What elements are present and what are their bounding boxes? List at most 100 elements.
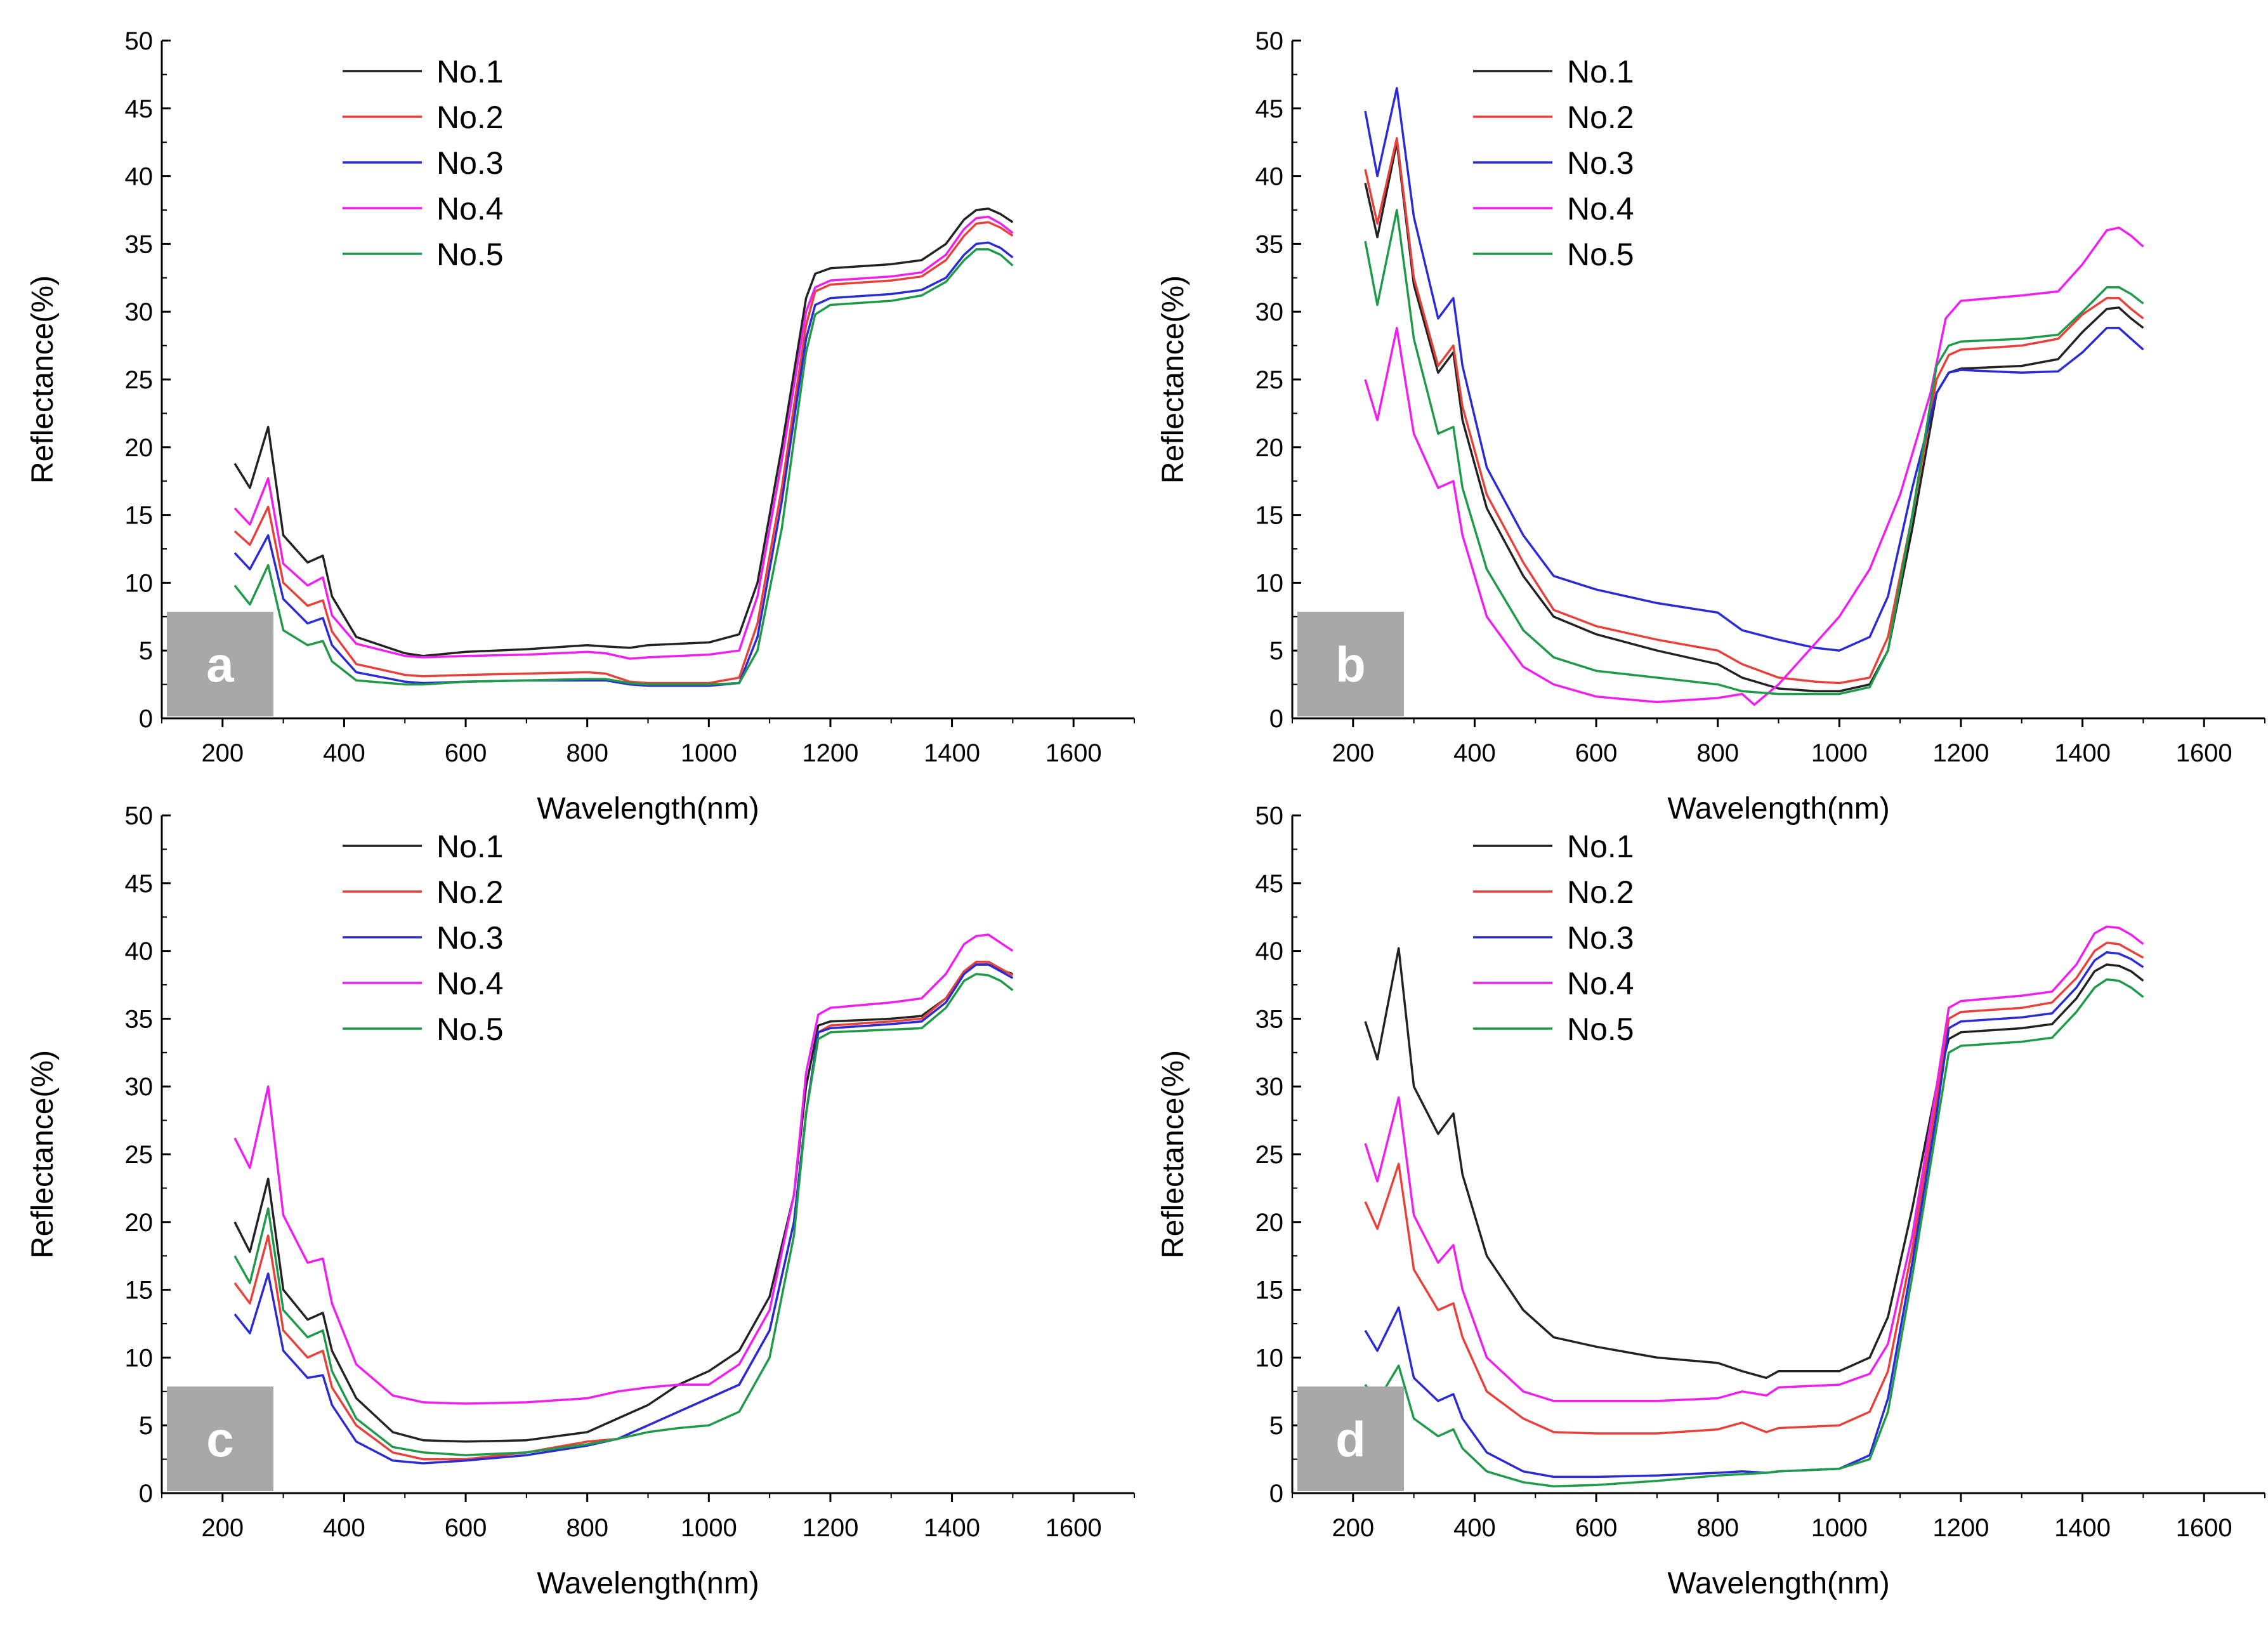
panel-letter-box xyxy=(1297,1387,1404,1491)
legend-label: No.3 xyxy=(436,920,504,956)
x-tick-label: 800 xyxy=(566,739,608,767)
panel-letter: b xyxy=(1335,636,1366,692)
panel-d: 0 5 10 15 20 25 30 35 40 45 50 200 400 600 800 1000 1200… xyxy=(1157,802,2265,1600)
x-tick-label: 400 xyxy=(323,739,365,767)
y-tick-label: 50 xyxy=(1255,27,1284,55)
y-axis-label: Reflectance(%) xyxy=(1157,1050,1190,1258)
y-tick-label: 35 xyxy=(1255,230,1284,258)
y-tick-label: 40 xyxy=(125,938,154,966)
legend-label: No.5 xyxy=(1567,1011,1634,1047)
y-tick-label: 25 xyxy=(125,1141,154,1169)
x-tick-label: 600 xyxy=(445,739,487,767)
y-tick-label: 5 xyxy=(139,1412,153,1440)
legend: No.1 No.2 No.3 No.4 No.5 xyxy=(1473,829,1634,1047)
x-tick-label: 1600 xyxy=(2176,1514,2232,1542)
panel-letter-box xyxy=(1297,612,1404,716)
x-tick-label: 200 xyxy=(201,1514,244,1542)
series-line-No4 xyxy=(1364,227,2144,706)
x-tick-label: 400 xyxy=(1453,1514,1496,1542)
legend-label: No.5 xyxy=(436,237,504,272)
x-tick-label: 600 xyxy=(445,1514,487,1542)
legend: No.1 No.2 No.3 No.4 No.5 xyxy=(1473,54,1634,272)
legend-label: No.2 xyxy=(1567,874,1634,910)
x-tick-label: 1200 xyxy=(802,739,858,767)
series-line-No1 xyxy=(233,963,1013,1443)
x-tick-label: 1600 xyxy=(2176,739,2232,767)
y-axis-label: Reflectance(%) xyxy=(1157,275,1190,484)
series-line-No5 xyxy=(1364,209,2144,695)
y-tick-label: 30 xyxy=(125,1073,154,1101)
y-tick-label: 0 xyxy=(139,1480,153,1508)
y-tick-label: 25 xyxy=(125,366,154,394)
series-line-No5 xyxy=(233,973,1014,1456)
x-tick-label: 200 xyxy=(1332,1514,1374,1542)
series-line-No1 xyxy=(1364,947,2144,1380)
series-line-No4 xyxy=(1364,925,2144,1402)
x-tick-label: 1000 xyxy=(681,739,737,767)
series-line-No5 xyxy=(1364,978,2144,1488)
x-tick-label: 200 xyxy=(201,739,244,767)
x-tick-label: 1400 xyxy=(924,739,980,767)
legend: No.1 No.2 No.3 No.4 No.5 xyxy=(343,54,504,272)
legend-label: No.1 xyxy=(1567,829,1634,864)
y-tick-label: 5 xyxy=(1269,1412,1283,1440)
legend-label: No.1 xyxy=(1567,54,1634,89)
panel-a: 0 5 10 15 20 25 30 35 40 45 50 200 400 600 800 1000 1200… xyxy=(26,27,1135,826)
y-tick-label: 0 xyxy=(139,705,153,733)
series-line-No1 xyxy=(233,207,1014,657)
series-line-No2 xyxy=(233,221,1014,685)
legend-label: No.4 xyxy=(1567,966,1634,1001)
legend-label: No.2 xyxy=(1567,100,1634,135)
legend-label: No.3 xyxy=(436,145,504,181)
y-tick-label: 10 xyxy=(125,1344,154,1372)
y-tick-label: 30 xyxy=(125,298,154,326)
x-tick-label: 600 xyxy=(1575,739,1618,767)
y-tick-label: 20 xyxy=(125,1209,154,1237)
x-tick-label: 800 xyxy=(1696,739,1739,767)
panel-letter-box xyxy=(167,1387,273,1491)
y-tick-label: 20 xyxy=(125,434,154,462)
y-tick-label: 5 xyxy=(139,637,153,665)
series-line-No3 xyxy=(1364,87,2144,652)
y-tick-label: 50 xyxy=(125,802,154,830)
y-tick-label: 40 xyxy=(125,163,154,191)
x-tick-label: 1000 xyxy=(1811,1514,1868,1542)
y-tick-label: 10 xyxy=(1255,569,1284,597)
y-tick-label: 45 xyxy=(1255,95,1284,123)
y-tick-label: 15 xyxy=(1255,1277,1284,1305)
y-tick-label: 20 xyxy=(1255,1209,1284,1237)
y-tick-label: 25 xyxy=(1255,366,1284,394)
legend-label: No.2 xyxy=(436,100,504,135)
x-axis-label: Wavelength(nm) xyxy=(1667,1567,1889,1600)
legend-label: No.4 xyxy=(1567,191,1634,227)
legend-label: No.3 xyxy=(1567,145,1634,181)
x-tick-label: 600 xyxy=(1575,1514,1618,1542)
panel-letter: a xyxy=(206,636,234,692)
series-line-No3 xyxy=(233,963,1014,1465)
series-line-No4 xyxy=(233,215,1014,660)
x-tick-label: 1200 xyxy=(1932,1514,1989,1542)
y-tick-label: 15 xyxy=(125,502,154,530)
legend-label: No.5 xyxy=(1567,237,1634,272)
series-line-No1 xyxy=(1364,141,2144,693)
legend-label: No.4 xyxy=(436,191,504,227)
series-line-No2 xyxy=(233,960,1014,1461)
x-tick-label: 400 xyxy=(1453,739,1496,767)
y-axis-label: Reflectance(%) xyxy=(26,1050,60,1258)
y-tick-label: 0 xyxy=(1269,1480,1283,1508)
y-tick-label: 35 xyxy=(125,1005,154,1033)
x-tick-label: 1400 xyxy=(2054,1514,2111,1542)
x-tick-label: 1600 xyxy=(1046,1514,1102,1542)
legend-label: No.4 xyxy=(436,966,504,1001)
series-line-No3 xyxy=(1364,951,2144,1479)
y-tick-label: 35 xyxy=(1255,1005,1284,1033)
x-tick-label: 1200 xyxy=(802,1514,858,1542)
x-tick-label: 1200 xyxy=(1932,739,1989,767)
x-axis-label: Wavelength(nm) xyxy=(1667,792,1889,826)
y-tick-label: 30 xyxy=(1255,1073,1284,1101)
y-tick-label: 0 xyxy=(1269,705,1283,733)
y-axis-label: Reflectance(%) xyxy=(26,275,60,484)
x-tick-label: 1400 xyxy=(924,1514,980,1542)
